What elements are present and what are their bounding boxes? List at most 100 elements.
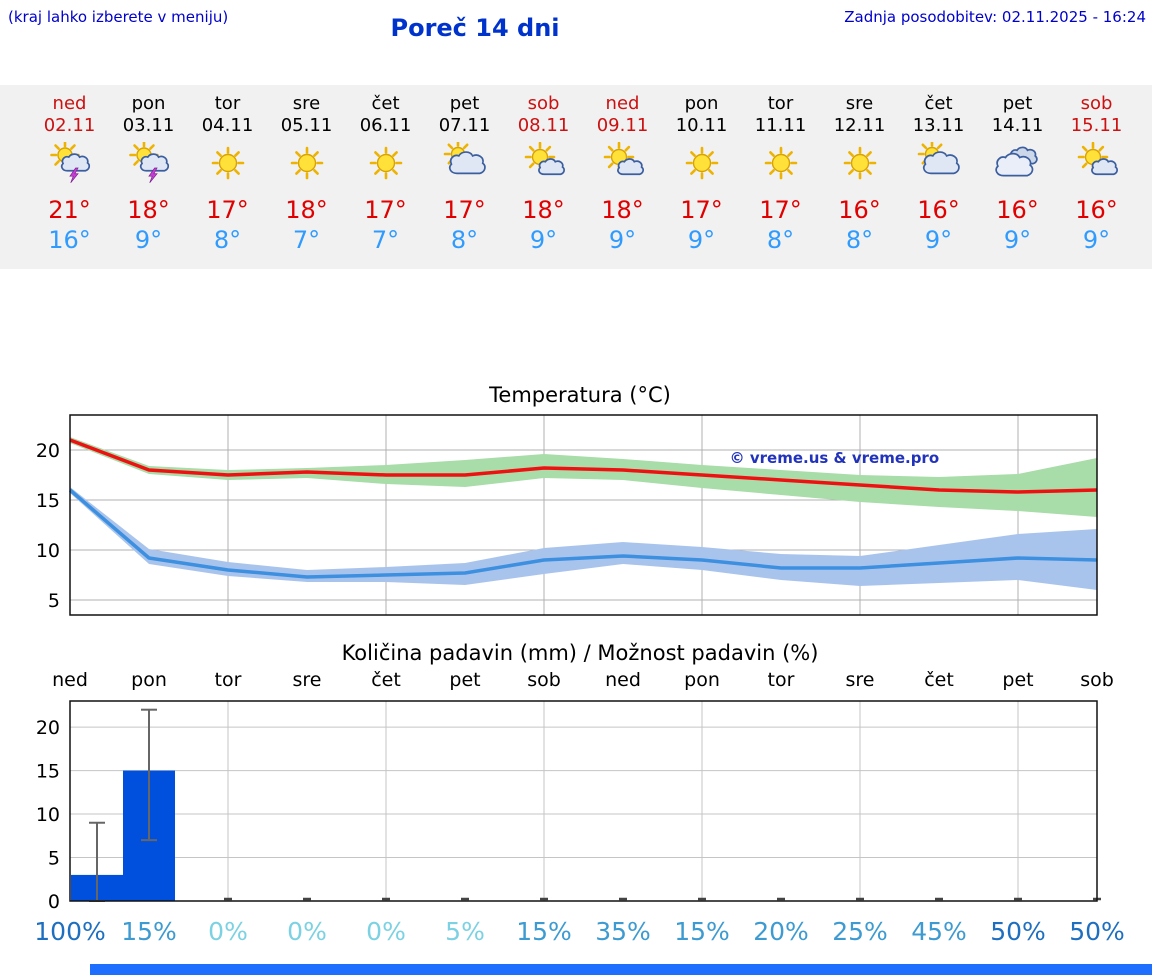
- precip-probability-row: 100% 15% 0% 0% 0% 5% 15% 35% 15% 20% 25% 45% 50% 50%: [0, 915, 1152, 949]
- temp-low: 9°: [529, 226, 558, 254]
- day-name: ned: [52, 93, 87, 114]
- day-name: ned: [605, 93, 640, 114]
- weather-icon-sun-cloud: [1057, 137, 1136, 194]
- precip-gridlines: [70, 701, 1097, 901]
- precip-probability: 0%: [366, 917, 406, 946]
- temp-high: 16°: [1075, 196, 1118, 224]
- precipitation-chart-section: Količina padavin (mm) / Možnost padavin …: [0, 639, 1152, 949]
- temp-high: 21°: [48, 196, 91, 224]
- forecast-day-column: čet 06.11 17° 7°: [346, 93, 425, 255]
- weather-icon-cloud-sun: [425, 137, 504, 194]
- forecast-day-column: sre 12.11 16° 8°: [820, 93, 899, 255]
- temp-low: 9°: [134, 226, 163, 254]
- temp-high: 16°: [917, 196, 960, 224]
- day-date: 08.11: [517, 115, 570, 136]
- forecast-day-column: sob 08.11 18° 9°: [504, 93, 583, 255]
- day-date: 06.11: [359, 115, 412, 136]
- precip-probability: 0%: [287, 917, 327, 946]
- weather-icon-storm: [30, 137, 109, 194]
- precip-probability: 5%: [445, 917, 485, 946]
- temp-high: 16°: [838, 196, 881, 224]
- temp-low: 9°: [1082, 226, 1111, 254]
- precip-ytick: 20: [36, 717, 60, 739]
- forecast-day-column: ned 02.11 21° 16°: [30, 93, 109, 255]
- precip-day-label: čet: [924, 669, 954, 691]
- precip-probability: 15%: [121, 917, 177, 946]
- day-date: 02.11: [43, 115, 96, 136]
- precip-ytick: 15: [36, 761, 60, 783]
- temp-high: 17°: [206, 196, 249, 224]
- precip-ytick: 10: [36, 804, 60, 826]
- forecast-strip: ned 02.11 21° 16° pon 03.11 18° 9° tor 04.11 17° 8°…: [0, 85, 1152, 269]
- weather-icon-sun-cloud: [504, 137, 583, 194]
- precip-day-label: sob: [1080, 669, 1114, 691]
- temp-max-line: [69, 438, 1098, 494]
- last-update: Zadnja posodobitev: 02.11.2025 - 16:24: [844, 8, 1146, 26]
- weather-icon-sunny: [741, 137, 820, 194]
- day-name: pet: [1002, 93, 1033, 114]
- precip-ytick: 5: [48, 848, 60, 870]
- forecast-day-column: pet 07.11 17° 8°: [425, 93, 504, 255]
- forecast-day-column: čet 13.11 16° 9°: [899, 93, 978, 255]
- temp-range-band: [70, 487, 1097, 590]
- temp-low: 8°: [766, 226, 795, 254]
- weather-icon-cloud-sun: [899, 137, 978, 194]
- temp-high: 18°: [601, 196, 644, 224]
- temp-low: 9°: [1003, 226, 1032, 254]
- precip-probability: 50%: [990, 917, 1046, 946]
- temp-high: 16°: [996, 196, 1039, 224]
- precipitation-chart: 0 5 10 15 20: [36, 700, 1101, 913]
- day-date: 11.11: [754, 115, 807, 136]
- precip-day-label: sre: [845, 669, 875, 691]
- menu-hint: (kraj lahko izberete v meniju): [8, 8, 229, 26]
- forecast-day-column: pon 03.11 18° 9°: [109, 93, 188, 255]
- day-date: 14.11: [991, 115, 1044, 136]
- temperature-chart-section: Temperatura (°C) 5 10 15 20 © vreme.us & vre…: [0, 381, 1152, 627]
- day-name: čet: [371, 93, 400, 114]
- day-name: pon: [684, 93, 719, 114]
- precip-day-label: pet: [449, 669, 481, 691]
- weather-icon-sunny: [188, 137, 267, 194]
- day-date: 09.11: [596, 115, 649, 136]
- temp-high: 17°: [364, 196, 407, 224]
- page-header: (kraj lahko izberete v meniju) Poreč 14 …: [0, 0, 1152, 60]
- precip-probability: 20%: [753, 917, 809, 946]
- temp-ytick: 10: [36, 540, 60, 562]
- temp-low: 9°: [687, 226, 716, 254]
- temp-low: 8°: [213, 226, 242, 254]
- day-name: čet: [924, 93, 953, 114]
- precip-day-label: pon: [131, 669, 167, 691]
- day-name: sre: [292, 93, 321, 114]
- day-name: tor: [767, 93, 794, 114]
- weather-icon-sunny: [662, 137, 741, 194]
- temp-low: 16°: [48, 226, 91, 254]
- day-date: 05.11: [280, 115, 333, 136]
- weather-icon-sunny: [267, 137, 346, 194]
- day-date: 04.11: [201, 115, 254, 136]
- precip-day-label: čet: [371, 669, 401, 691]
- footer-bar: [90, 964, 1152, 975]
- day-date: 07.11: [438, 115, 491, 136]
- day-date: 03.11: [122, 115, 175, 136]
- weather-icon-sun-cloud: [583, 137, 662, 194]
- forecast-day-column: tor 11.11 17° 8°: [741, 93, 820, 255]
- temperature-chart: 5 10 15 20 © vreme.us & vreme.pro: [36, 414, 1098, 616]
- temp-gridlines: [70, 415, 1097, 615]
- precip-ytick: 0: [48, 891, 60, 913]
- day-name: sob: [527, 93, 560, 114]
- forecast-day-column: sre 05.11 18° 7°: [267, 93, 346, 255]
- weather-icon-sunny: [820, 137, 899, 194]
- page-title: Poreč 14 dni: [390, 14, 560, 42]
- temp-low: 8°: [450, 226, 479, 254]
- temp-high: 17°: [443, 196, 486, 224]
- precip-probability: 15%: [674, 917, 730, 946]
- temp-high: 18°: [522, 196, 565, 224]
- day-date: 13.11: [912, 115, 965, 136]
- temp-high: 17°: [759, 196, 802, 224]
- temp-high: 17°: [680, 196, 723, 224]
- precip-day-label: ned: [605, 669, 641, 691]
- temperature-chart-title: Temperatura (°C): [489, 383, 671, 407]
- forecast-day-column: pet 14.11 16° 9°: [978, 93, 1057, 255]
- precip-probability: 15%: [516, 917, 572, 946]
- watermark: © vreme.us & vreme.pro: [730, 449, 940, 467]
